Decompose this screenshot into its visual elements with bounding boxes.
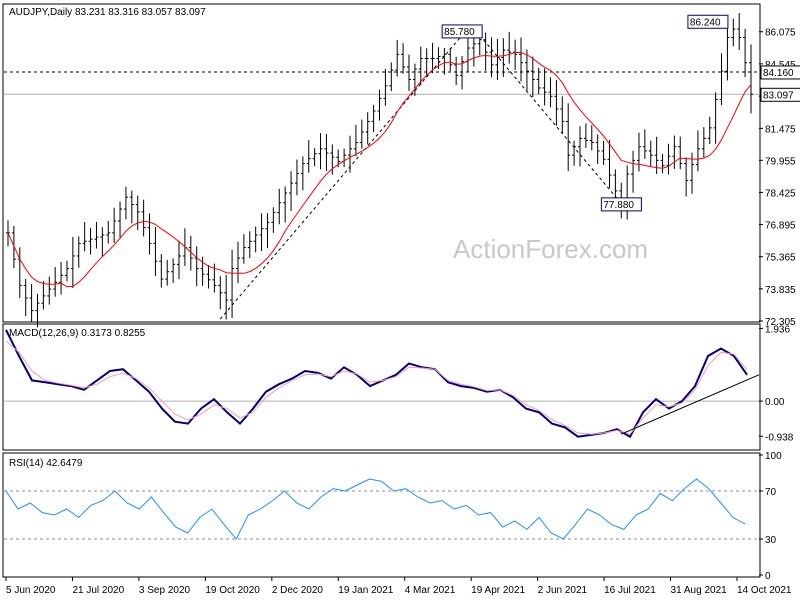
watermark: ActionForex.com [453, 234, 648, 264]
price-panel-title: AUDJPY,Daily 83.231 83.316 83.057 83.097 [9, 7, 206, 18]
macd-tick-label: 1.936 [765, 324, 790, 335]
x-tick-label: 19 Apr 2021 [471, 585, 525, 596]
sma-line [7, 51, 752, 288]
low-label: 77.880 [603, 200, 634, 211]
hline-price-label-box [760, 65, 800, 80]
macd-panel: MACD(12,26,9) 0.3173 0.8255 1.936 0.00 -0.… [2, 323, 794, 451]
macd-tick-label: -0.938 [765, 432, 794, 443]
price-tick-label: 76.895 [765, 221, 796, 232]
rsi-series [4, 478, 759, 540]
rsi-line [5, 478, 746, 540]
x-tick-label: 5 Jun 2020 [6, 585, 56, 596]
x-tick-label: 21 Jul 2020 [72, 585, 124, 596]
price-tick-label: 78.425 [765, 188, 796, 199]
price-tick-label: 86.075 [765, 28, 796, 39]
rsi-y-axis: 100 70 30 0 [759, 451, 782, 582]
price-tick-label: 81.475 [765, 124, 796, 135]
price-tick-label: 84.545 [765, 60, 796, 71]
price-tick-label: 72.305 [765, 317, 796, 328]
macd-panel-title: MACD(12,26,9) 0.3173 0.8255 [9, 328, 146, 339]
price-tick-label: 73.835 [765, 285, 796, 296]
rsi-tick-label: 30 [765, 535, 777, 546]
high-2-label-box [687, 14, 729, 29]
x-tick-label: 2 Dec 2020 [272, 585, 324, 596]
low-label-box [600, 197, 642, 212]
macd-series [4, 329, 760, 439]
last-price-label: 83.097 [763, 90, 794, 101]
price-tick-label: 75.365 [765, 253, 796, 264]
last-price-label-box [760, 87, 800, 102]
high-2-label: 86.240 [690, 17, 721, 28]
x-tick-label: 3 Sep 2020 [139, 585, 191, 596]
x-tick-label: 2 Jun 2021 [538, 585, 588, 596]
x-tick-label: 16 Jul 2021 [604, 585, 656, 596]
price-tick-label: 79.955 [765, 156, 796, 167]
price-panel: ActionForex.com AUDJPY,Daily 83.231 83.3… [2, 3, 800, 328]
rsi-tick-label: 70 [765, 487, 777, 498]
rsi-tick-label: 0 [765, 571, 771, 582]
macd-trendline [621, 374, 760, 435]
macd-tick-label: 0.00 [765, 397, 785, 408]
rsi-panel: RSI(14) 42.6479 100 70 30 0 [2, 451, 782, 582]
high-1-label-box [441, 24, 483, 39]
trendline-up [219, 35, 463, 320]
signal-line [5, 340, 748, 435]
date-x-axis: 5 Jun 2020 21 Jul 2020 3 Sep 2020 19 Oct 20… [5, 577, 792, 596]
x-tick-label: 31 Aug 2021 [671, 585, 728, 596]
rsi-panel-title: RSI(14) 42.6479 [9, 458, 83, 469]
high-1-label: 85.780 [444, 27, 475, 38]
hline-price-label: 84.160 [763, 68, 794, 79]
x-tick-label: 14 Oct 2021 [737, 585, 792, 596]
x-tick-label: 19 Jan 2021 [338, 585, 393, 596]
x-tick-label: 19 Oct 2020 [205, 585, 260, 596]
price-series: 85.780 77.880 86.240 84.160 83.097 [4, 13, 800, 328]
rsi-tick-label: 100 [765, 451, 782, 462]
x-tick-label: 4 Mar 2021 [405, 585, 456, 596]
macd-y-axis: 1.936 0.00 -0.938 [759, 324, 794, 443]
